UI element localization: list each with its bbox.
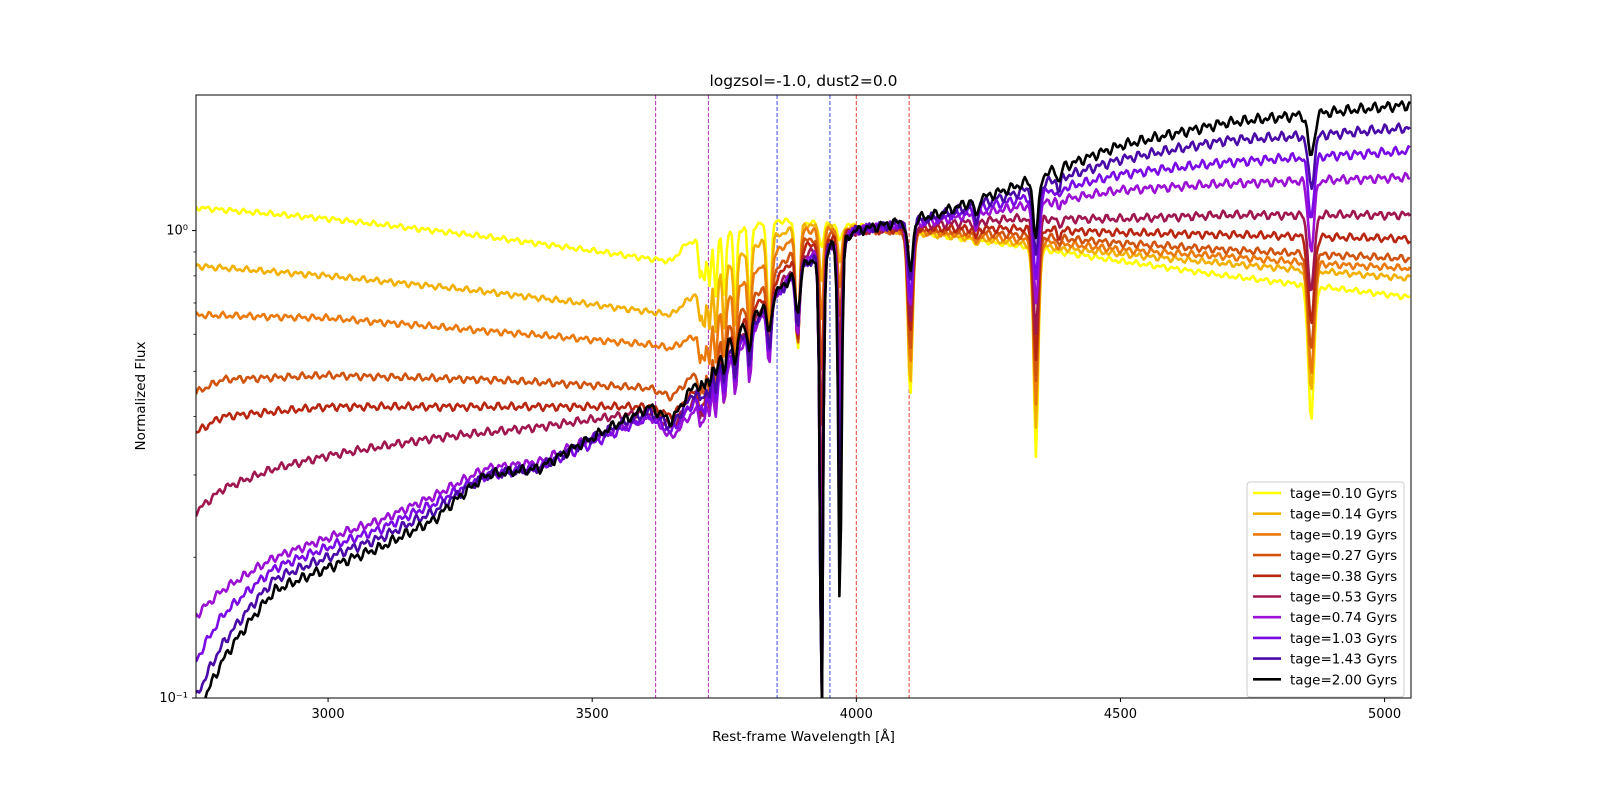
y-axis-ticks: 10⁰ 10⁻¹ bbox=[159, 224, 196, 706]
legend-entry-label: tage=1.03 Gyrs bbox=[1290, 631, 1397, 647]
x-tick-label: 4000 bbox=[840, 707, 873, 722]
series-line-6 bbox=[196, 209, 1411, 517]
plot-frame bbox=[195, 94, 1412, 699]
y-axis-label: Normalized Flux bbox=[133, 342, 149, 451]
legend: tage=0.10 Gyrs tage=0.14 Gyrs tage=0.19 Gy… bbox=[1246, 481, 1405, 698]
legend-box bbox=[1246, 481, 1405, 698]
x-axis-label: Rest-frame Wavelength [Å] bbox=[712, 728, 895, 745]
x-tick-label: 5000 bbox=[1368, 707, 1401, 722]
series-line-2 bbox=[196, 222, 1411, 429]
chart-title: logzsol=-1.0, dust2=0.0 bbox=[709, 72, 897, 90]
legend-entry-label: tage=0.53 Gyrs bbox=[1290, 590, 1397, 606]
legend-entry-label: tage=0.74 Gyrs bbox=[1290, 610, 1397, 626]
y-tick-label: 10⁰ bbox=[166, 224, 188, 239]
series-line-3 bbox=[196, 223, 1411, 406]
legend-entry-label: tage=0.14 Gyrs bbox=[1290, 507, 1397, 523]
legend-entry-label: tage=0.27 Gyrs bbox=[1290, 548, 1397, 564]
x-tick-label: 3500 bbox=[576, 707, 609, 722]
y-tick-label: 10⁻¹ bbox=[159, 691, 188, 706]
legend-entry-label: tage=0.10 Gyrs bbox=[1290, 486, 1397, 502]
series-line-4 bbox=[196, 225, 1411, 402]
x-tick-label: 3000 bbox=[312, 707, 345, 722]
legend-entry-label: tage=0.38 Gyrs bbox=[1290, 569, 1397, 585]
series-line-5 bbox=[196, 223, 1411, 434]
series-lines bbox=[196, 100, 1411, 698]
x-axis-ticks: 3000 3500 4000 4500 5000 bbox=[312, 698, 1401, 722]
x-tick-label: 4500 bbox=[1104, 707, 1137, 722]
series-line-10 bbox=[204, 100, 1411, 698]
legend-entry-label: tage=2.00 Gyrs bbox=[1290, 672, 1397, 688]
legend-entry-label: tage=0.19 Gyrs bbox=[1290, 527, 1397, 543]
legend-entry-label: tage=1.43 Gyrs bbox=[1290, 652, 1397, 668]
